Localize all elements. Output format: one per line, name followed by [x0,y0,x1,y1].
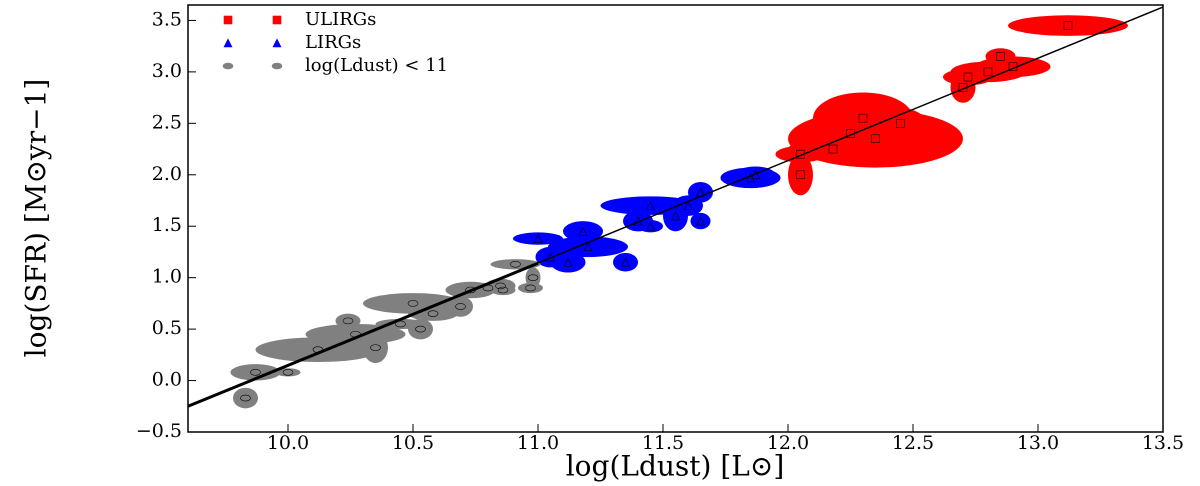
x-tick-label: 13.0 [1017,432,1059,454]
point-marker [983,67,993,77]
point-marker [996,52,1005,61]
x-axis-label: log(Ldust) [L⊙] [566,450,785,483]
point-marker [621,257,630,267]
error-ellipse [1008,15,1128,36]
error-ellipse [230,364,281,381]
error-ellipse [638,220,663,233]
point-marker [250,369,261,376]
y-tick-label: 3.0 [152,60,182,82]
x-tick-label: 13.5 [1142,432,1184,454]
error-ellipse [875,107,926,139]
point-marker [871,134,880,144]
point-marker [796,170,805,180]
y-tick-label: 0.0 [152,369,182,391]
point-marker [407,300,419,307]
fit-line [187,261,539,408]
point-marker [858,113,868,123]
error-ellipse [513,232,563,245]
point-marker [646,221,655,231]
legend-marker [223,15,233,25]
x-tick-label: 11.5 [642,432,684,454]
point-marker [282,369,294,376]
point-marker [240,394,251,402]
legend-marker [272,38,282,48]
y-tick-label: 1.0 [152,266,182,288]
error-ellipse [735,166,776,184]
error-ellipse [375,318,426,330]
point-marker [342,317,354,325]
point-marker [563,257,573,267]
legend-label: log(Ldust) < 11 [305,55,448,76]
y-axis-label: log(SFR) [M⊙yr−1] [20,79,53,358]
error-ellipse [525,267,541,288]
error-ellipse [550,251,586,273]
point-marker [510,260,521,268]
point-marker [415,325,426,333]
point-marker [671,211,680,221]
legend-marker [223,38,233,48]
y-tick-label: −0.5 [136,420,182,442]
legend-marker [222,62,234,70]
point-marker [427,310,439,317]
legend-label: LIRGs [305,32,361,53]
error-ellipse [985,48,1016,65]
x-tick-label: 10.5 [392,432,434,454]
error-ellipse [548,236,628,258]
point-marker [370,344,381,351]
legend-label: ULIRGs [305,9,376,30]
point-marker [828,144,838,154]
y-tick-label: 1.5 [152,214,182,236]
error-ellipse [690,212,711,230]
point-marker [683,200,693,210]
y-tick-label: 3.5 [152,8,182,30]
point-marker [533,233,543,243]
point-marker [963,72,973,82]
y-tick-label: 2.5 [152,111,182,133]
legend-marker [272,15,282,25]
error-ellipse [448,296,473,317]
point-marker [746,173,755,183]
y-tick-label: 0.5 [152,317,182,339]
error-ellipse [800,118,901,150]
error-ellipse [490,284,516,296]
point-marker [583,242,593,252]
error-ellipse [233,387,258,409]
point-marker [455,303,466,310]
x-tick-label: 11.0 [517,432,559,454]
point-marker [646,200,655,210]
point-marker [495,282,506,290]
point-marker [1063,21,1073,30]
error-ellipse [275,368,301,377]
x-tick-label: 10.0 [267,432,309,454]
plot-frame [187,4,1164,433]
point-marker [696,216,705,226]
x-tick-label: 12.0 [767,432,809,454]
point-marker [525,284,536,292]
point-marker [497,286,509,294]
error-ellipse [563,221,603,242]
point-marker [578,226,588,236]
x-tick-label: 12.5 [892,432,934,454]
error-ellipse [688,181,713,203]
point-marker [896,119,905,128]
error-ellipse [788,154,813,196]
point-marker [527,274,539,281]
y-tick-label: 2.0 [152,163,182,185]
error-ellipse [613,252,638,272]
legend-marker [271,62,283,70]
